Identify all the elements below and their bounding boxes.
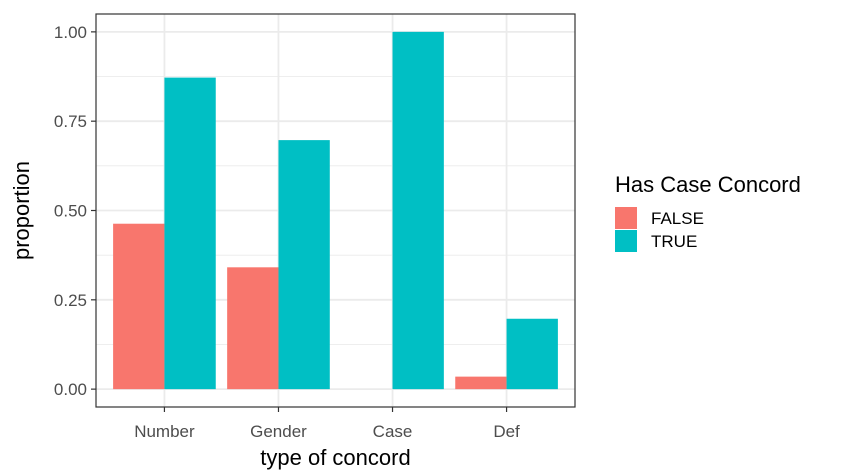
y-tick-label: 0.25: [54, 291, 87, 310]
legend-key-true: [615, 230, 637, 252]
x-tick-label: Def: [493, 422, 520, 441]
legend-key-false: [615, 207, 637, 229]
x-axis: Number Gender Case Def: [134, 407, 520, 441]
y-tick-label: 0.00: [54, 380, 87, 399]
x-tick-label: Number: [134, 422, 195, 441]
bar-def-true: [506, 318, 558, 390]
bar-case-true: [392, 31, 444, 390]
y-axis: 0.00 0.25 0.50 0.75 1.00: [54, 23, 96, 399]
y-axis-title: proportion: [9, 161, 34, 260]
bars: [113, 31, 558, 390]
bar-gender-true: [278, 140, 330, 390]
legend: Has Case Concord FALSE TRUE: [615, 172, 801, 252]
legend-label: TRUE: [651, 232, 697, 251]
y-tick-label: 0.75: [54, 112, 87, 131]
x-axis-title: type of concord: [260, 445, 410, 470]
y-tick-label: 1.00: [54, 23, 87, 42]
bar-gender-false: [227, 267, 279, 390]
bar-number-true: [164, 77, 216, 390]
legend-label: FALSE: [651, 209, 704, 228]
x-tick-label: Case: [373, 422, 413, 441]
y-tick-label: 0.50: [54, 202, 87, 221]
bar-number-false: [113, 223, 165, 390]
legend-title: Has Case Concord: [615, 172, 801, 197]
x-tick-label: Gender: [250, 422, 307, 441]
bar-def-false: [455, 376, 507, 390]
